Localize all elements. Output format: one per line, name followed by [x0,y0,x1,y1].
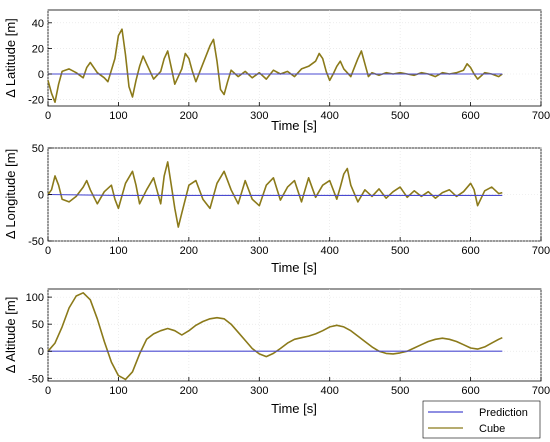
altitude-x-tick-label: 600 [461,385,479,397]
legend: Prediction Cube [422,400,541,439]
altitude-series-cube [47,292,503,381]
longitude-series-cube [47,161,503,228]
longitude-y-tick-label: 0 [38,190,44,202]
longitude-lines [47,161,503,228]
latitude-x-tick-label: 500 [391,110,409,122]
latitude-y-tick-label: -20 [28,95,44,107]
legend-label-cube: Cube [479,423,505,435]
latitude-lines [47,28,503,103]
longitude-y-tick-label: -50 [28,236,44,248]
latitude-y-axis-label: Δ Latitude [m] [3,18,18,98]
latitude-series-cube [47,28,503,103]
altitude-x-tick-label: 500 [391,385,409,397]
longitude-x-tick-label: 300 [250,245,268,257]
altitude-lines [47,292,503,381]
latitude-x-tick-label: 700 [532,110,550,122]
longitude-x-tick-label: 600 [461,245,479,257]
latitude-grid [47,10,542,106]
altitude-x-axis-label: Time [s] [271,401,317,416]
altitude-y-tick-label: 50 [32,319,44,331]
longitude-x-ticks: 0 100 200 300 400 500 600 700 [45,237,550,257]
altitude-x-tick-label: 700 [532,385,550,397]
longitude-x-tick-label: 200 [180,245,198,257]
longitude-y-tick-label: 50 [32,143,44,155]
altitude-y-ticks: -50 0 50 100 [26,292,52,385]
latitude-plot-frame [47,9,542,107]
altitude-x-tick-label: 100 [109,385,127,397]
latitude-x-tick-label: 300 [250,110,268,122]
longitude-x-tick-label: 0 [45,245,51,257]
altitude-x-tick-label: 300 [250,385,268,397]
longitude-x-tick-label: 700 [532,245,550,257]
latitude-x-ticks: 0 100 200 300 400 500 600 700 [45,102,550,122]
longitude-x-axis-label: Time [s] [271,260,317,275]
latitude-x-tick-label: 200 [180,110,198,122]
latitude-x-tick-label: 100 [109,110,127,122]
altitude-plot-frame [47,288,542,382]
altitude-x-tick-label: 400 [321,385,339,397]
longitude-x-tick-label: 400 [321,245,339,257]
altitude-x-ticks: 0 100 200 300 400 500 600 700 [45,377,550,397]
latitude-y-tick-label: 0 [38,69,44,81]
longitude-x-tick-label: 100 [109,245,127,257]
legend-label-prediction: Prediction [479,407,528,419]
altitude-y-axis-label: Δ Altitude [m] [3,297,18,374]
altitude-y-tick-label: -50 [28,373,44,385]
longitude-grid [47,147,542,242]
latitude-x-tick-label: 0 [45,110,51,122]
latitude-x-tick-label: 400 [321,110,339,122]
altitude-y-tick-label: 0 [38,346,44,358]
altitude-x-tick-label: 0 [45,385,51,397]
legend-box [422,400,541,439]
longitude-y-axis-label: Δ Longitude [m] [3,149,18,239]
longitude-x-tick-label: 500 [391,245,409,257]
altitude-y-tick-label: 100 [26,292,44,304]
longitude-y-ticks: -50 0 50 [28,143,52,248]
latitude-x-axis-label: Time [s] [271,118,317,133]
latitude-y-ticks: -20 0 20 40 [28,18,52,107]
altitude-x-tick-label: 200 [180,385,198,397]
latitude-y-tick-label: 40 [32,18,44,30]
latitude-y-tick-label: 20 [32,43,44,55]
longitude-series-prediction [47,193,503,196]
altitude-grid [47,289,542,381]
latitude-x-tick-label: 600 [461,110,479,122]
